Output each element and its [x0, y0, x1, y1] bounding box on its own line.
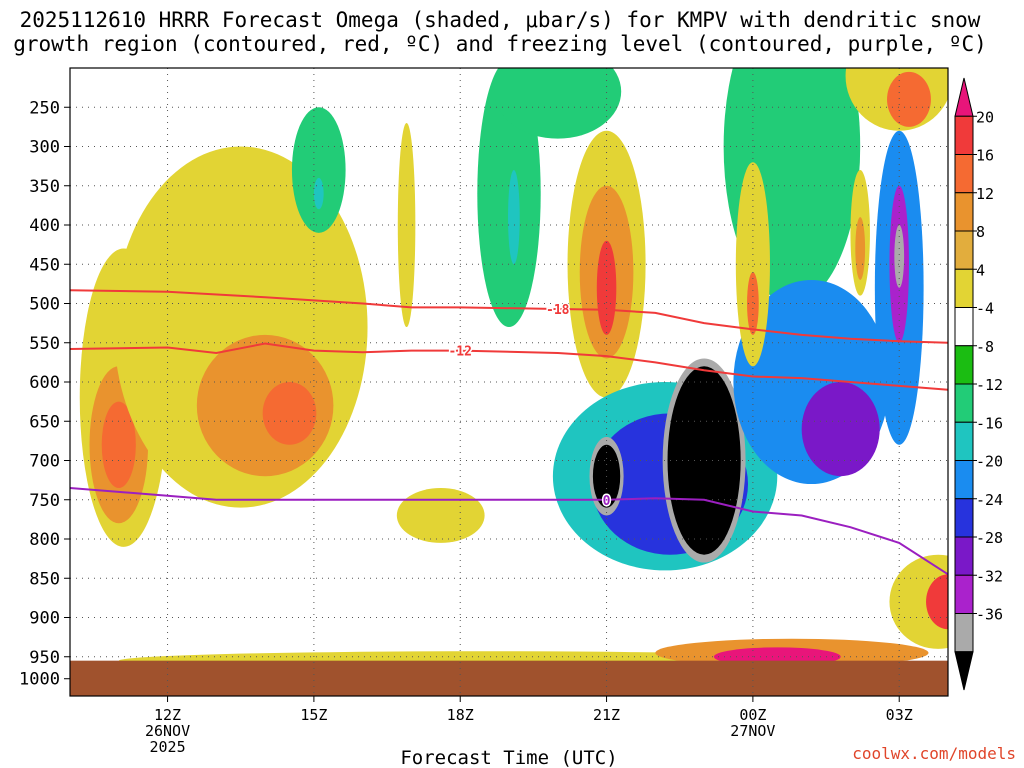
y-tick-label: 450	[29, 255, 60, 275]
colorbar-swatch	[954, 613, 974, 653]
x-tick-label: 03Z	[886, 706, 913, 724]
y-tick-label: 1000	[19, 670, 60, 690]
omega-region	[291, 107, 346, 233]
colorbar-swatch	[954, 536, 974, 576]
colorbar-swatch	[954, 421, 974, 461]
y-tick-label: 600	[29, 373, 60, 393]
omega-region	[313, 177, 324, 210]
omega-region	[855, 217, 866, 280]
dendritic-top-label: -18	[546, 303, 570, 318]
y-tick-label: 700	[29, 452, 60, 472]
title-line-2: growth region (contoured, red, ºC) and f…	[13, 32, 987, 56]
omega-region	[396, 487, 485, 543]
y-axis: 250 300 350 400 450 500 550 600 650 700 750 800 850 9…	[19, 98, 70, 690]
colorbar-label: 20	[976, 108, 994, 126]
x-tick-label: 21Z	[593, 706, 620, 724]
colorbar-swatch	[954, 345, 974, 385]
y-tick-label: 500	[29, 295, 60, 315]
colorbar-swatch	[954, 574, 974, 614]
colorbar-bottom-arrow	[954, 651, 974, 691]
omega-region	[667, 366, 741, 555]
y-tick-label: 950	[29, 648, 60, 668]
y-tick-label: 800	[29, 530, 60, 550]
colorbar-swatch	[954, 498, 974, 538]
omega-region	[596, 240, 617, 335]
y-tick-label: 400	[29, 216, 60, 236]
colorbar-label: -28	[976, 529, 1003, 547]
freezing-level-label: 0	[603, 494, 611, 509]
x-tick-label: 00Z	[739, 706, 766, 724]
x-tick-year: 2025	[149, 738, 185, 756]
x-tick-label: 18Z	[447, 706, 474, 724]
x-tick-label: 12Z	[154, 706, 181, 724]
colorbar-label: -36	[976, 606, 1003, 624]
y-tick-label: 750	[29, 491, 60, 511]
y-tick-label: 650	[29, 412, 60, 432]
colorbar-swatch	[954, 192, 974, 232]
colorbar-swatch	[954, 230, 974, 270]
colorbar-swatch	[954, 115, 974, 155]
y-tick-label: 350	[29, 177, 60, 197]
colorbar-label: -32	[976, 567, 1003, 585]
ground-surface	[70, 660, 948, 696]
omega-region	[887, 71, 931, 127]
y-tick-label: 300	[29, 138, 60, 158]
x-axis-label: Forecast Time (UTC)	[400, 747, 617, 768]
omega-region	[508, 170, 520, 265]
y-tick-label: 250	[29, 98, 60, 118]
dendritic-top-line	[69, 289, 949, 344]
omega-region	[801, 382, 880, 477]
colorbar-label: 8	[976, 223, 985, 241]
colorbar-swatch	[954, 460, 974, 500]
colorbar-label: -8	[976, 338, 994, 356]
omega-field	[70, 68, 948, 696]
colorbar-label: 16	[976, 147, 994, 165]
dendritic-bottom-line	[69, 342, 949, 391]
title-line-1: 2025112610 HRRR Forecast Omega (shaded, …	[19, 8, 981, 32]
colorbar-swatch	[954, 154, 974, 194]
colorbar-label: -20	[976, 453, 1003, 471]
freezing-level-line	[69, 487, 949, 576]
omega-regions	[70, 68, 948, 696]
colorbar-swatch	[954, 307, 974, 347]
y-tick-label: 900	[29, 609, 60, 629]
colorbar-label: -12	[976, 376, 1003, 394]
colorbar: 20 16 12 8 4 -4 -8 -12 -16 -20 -24 -28 -32 -36	[954, 77, 1003, 691]
chart-title: 2025112610 HRRR Forecast Omega (shaded, …	[0, 8, 1000, 56]
x-tick-sublabel: 26NOV	[145, 722, 190, 740]
omega-region	[735, 162, 770, 367]
colorbar-label: -16	[976, 414, 1003, 432]
colorbar-top-arrow	[954, 77, 974, 117]
y-tick-label: 850	[29, 569, 60, 589]
x-tick-label: 15Z	[300, 706, 327, 724]
dendritic-bottom-label: -12	[448, 345, 471, 360]
omega-region	[894, 225, 905, 288]
y-tick-label: 550	[29, 334, 60, 354]
omega-region	[101, 401, 136, 488]
colorbar-swatch	[954, 383, 974, 423]
colorbar-label: 4	[976, 261, 985, 279]
colorbar-label: -24	[976, 491, 1003, 509]
contour-lines: -18 -12 0	[69, 289, 949, 576]
credit-text: coolwx.com/models	[852, 744, 1016, 763]
omega-region	[926, 574, 948, 630]
omega-region	[494, 68, 622, 139]
colorbar-label: -4	[976, 300, 994, 318]
x-tick-sublabel: 27NOV	[730, 722, 775, 740]
omega-region	[262, 382, 317, 445]
colorbar-label: 12	[976, 185, 994, 203]
colorbar-swatch	[954, 268, 974, 308]
omega-region	[747, 272, 759, 335]
